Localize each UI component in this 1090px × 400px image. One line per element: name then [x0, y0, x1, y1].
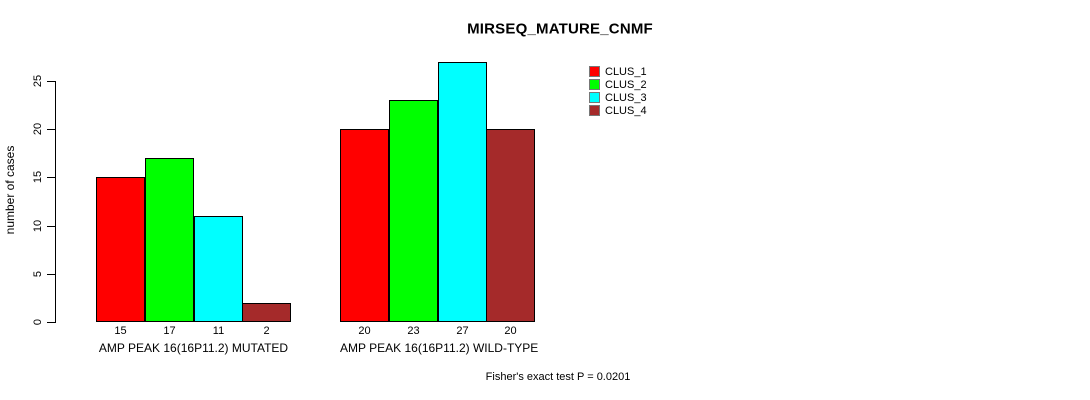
y-axis-line — [55, 81, 56, 323]
legend-item: CLUS_3 — [589, 91, 647, 104]
y-tick-label: 5 — [32, 270, 44, 278]
y-tick-label: 20 — [32, 122, 44, 136]
y-tick-label: 25 — [32, 74, 44, 88]
bar-clus_3-group2 — [438, 62, 487, 322]
y-tick-label: 10 — [32, 219, 44, 233]
legend-item: CLUS_4 — [589, 104, 647, 117]
legend-label: CLUS_1 — [605, 65, 647, 78]
bar-value-label: 23 — [407, 325, 420, 337]
y-tick — [47, 274, 55, 275]
legend-label: CLUS_3 — [605, 91, 647, 104]
bar-value-label: 17 — [163, 325, 176, 337]
legend-item: CLUS_2 — [589, 78, 647, 91]
y-tick — [47, 129, 55, 130]
bar-clus_4-group2 — [486, 129, 535, 322]
category-label: AMP PEAK 16(16P11.2) WILD-TYPE — [340, 341, 539, 355]
legend-swatch — [589, 92, 600, 103]
y-tick — [47, 226, 55, 227]
legend-swatch — [589, 79, 600, 90]
bar-value-label: 11 — [212, 325, 225, 337]
legend-item: CLUS_1 — [589, 65, 647, 78]
bar-clus_1-group1 — [96, 177, 145, 322]
bar-clus_4-group1 — [242, 303, 291, 322]
bar-value-label: 2 — [263, 325, 270, 337]
bar-clus_2-group1 — [145, 158, 194, 322]
category-label: AMP PEAK 16(16P11.2) MUTATED — [98, 341, 289, 355]
bar-clus_3-group1 — [194, 216, 243, 322]
legend: CLUS_1 CLUS_2 CLUS_3 CLUS_4 — [589, 65, 647, 117]
bar-value-label: 27 — [456, 325, 469, 337]
legend-label: CLUS_4 — [605, 104, 647, 117]
bar-value-label: 20 — [358, 325, 371, 337]
y-tick — [47, 81, 55, 82]
legend-swatch — [589, 66, 600, 77]
bar-value-label: 15 — [114, 325, 127, 337]
legend-swatch — [589, 105, 600, 116]
chart-title: MIRSEQ_MATURE_CNMF — [467, 20, 653, 38]
bar-clus_1-group2 — [340, 129, 389, 322]
y-tick-label: 15 — [32, 170, 44, 184]
bar-value-label: 20 — [504, 325, 517, 337]
y-tick — [47, 322, 55, 323]
legend-label: CLUS_2 — [605, 78, 647, 91]
y-tick — [47, 177, 55, 178]
y-tick-label: 0 — [32, 318, 44, 326]
bar-clus_2-group2 — [389, 100, 438, 322]
y-axis-label: number of cases — [3, 145, 17, 235]
stat-annotation: Fisher's exact test P = 0.0201 — [485, 371, 631, 383]
